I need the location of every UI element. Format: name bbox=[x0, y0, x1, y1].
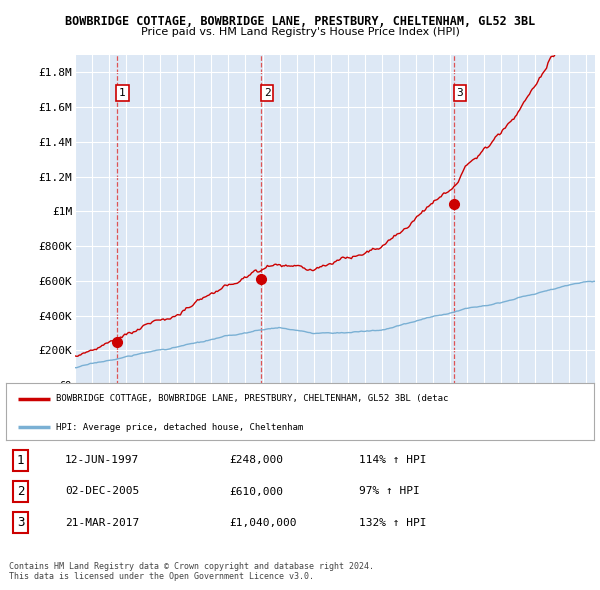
Text: BOWBRIDGE COTTAGE, BOWBRIDGE LANE, PRESTBURY, CHELTENHAM, GL52 3BL (detac: BOWBRIDGE COTTAGE, BOWBRIDGE LANE, PREST… bbox=[56, 395, 448, 404]
Text: Price paid vs. HM Land Registry's House Price Index (HPI): Price paid vs. HM Land Registry's House … bbox=[140, 27, 460, 37]
Text: 132% ↑ HPI: 132% ↑ HPI bbox=[359, 517, 426, 527]
Text: 3: 3 bbox=[457, 88, 463, 98]
Text: 2: 2 bbox=[264, 88, 271, 98]
Text: 114% ↑ HPI: 114% ↑ HPI bbox=[359, 455, 426, 466]
Text: 97% ↑ HPI: 97% ↑ HPI bbox=[359, 487, 419, 497]
Text: HPI: Average price, detached house, Cheltenham: HPI: Average price, detached house, Chel… bbox=[56, 423, 303, 432]
Text: 21-MAR-2017: 21-MAR-2017 bbox=[65, 517, 139, 527]
Text: £248,000: £248,000 bbox=[229, 455, 283, 466]
Text: 3: 3 bbox=[17, 516, 25, 529]
Text: 2: 2 bbox=[17, 485, 25, 498]
Text: 12-JUN-1997: 12-JUN-1997 bbox=[65, 455, 139, 466]
Text: 1: 1 bbox=[119, 88, 126, 98]
Text: 02-DEC-2005: 02-DEC-2005 bbox=[65, 487, 139, 497]
Text: BOWBRIDGE COTTAGE, BOWBRIDGE LANE, PRESTBURY, CHELTENHAM, GL52 3BL: BOWBRIDGE COTTAGE, BOWBRIDGE LANE, PREST… bbox=[65, 15, 535, 28]
Text: £1,040,000: £1,040,000 bbox=[229, 517, 297, 527]
Text: 1: 1 bbox=[17, 454, 25, 467]
Text: Contains HM Land Registry data © Crown copyright and database right 2024.
This d: Contains HM Land Registry data © Crown c… bbox=[9, 562, 374, 581]
Text: £610,000: £610,000 bbox=[229, 487, 283, 497]
